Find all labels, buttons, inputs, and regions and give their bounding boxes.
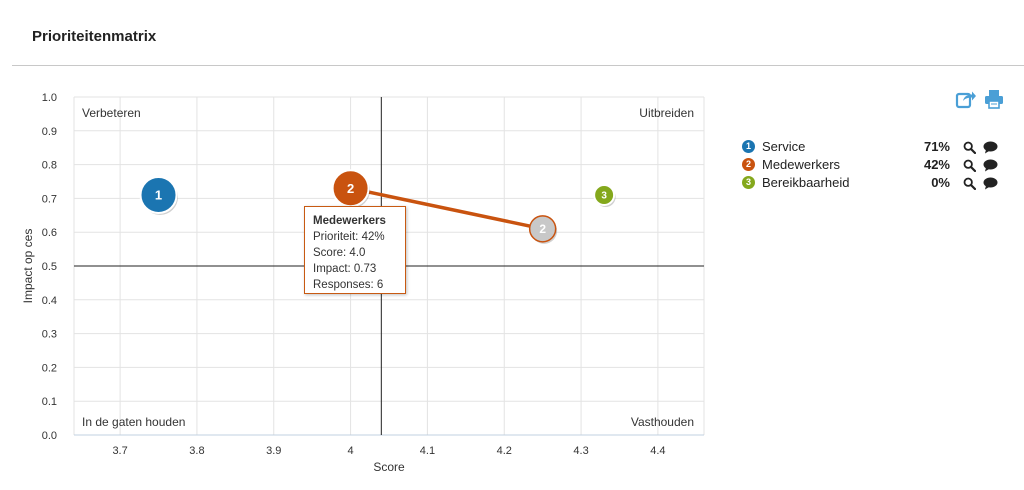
legend-marker: 3 — [742, 176, 755, 189]
point-tooltip: Medewerkers Prioriteit: 42% Score: 4.0 I… — [304, 206, 406, 294]
y-tick-label: 0.9 — [42, 126, 57, 138]
comment-icon[interactable] — [983, 177, 998, 190]
legend-item-medewerkers[interactable]: 2 Medewerkers 42% — [742, 156, 1004, 174]
y-tick-label: 0.1 — [42, 396, 57, 408]
search-icon[interactable] — [963, 159, 977, 173]
data-point-4 — [528, 215, 557, 243]
print-icon[interactable] — [983, 88, 1005, 110]
y-tick-label: 0.2 — [42, 362, 57, 374]
data-point-3 — [593, 184, 616, 207]
share-icon[interactable] — [955, 88, 977, 110]
x-tick-label: 3.8 — [189, 445, 204, 457]
legend-label: Service — [762, 139, 806, 154]
chart-toolbar — [955, 88, 1007, 110]
tooltip-title: Medewerkers — [313, 215, 386, 227]
legend-item-bereikbaarheid[interactable]: 3 Bereikbaarheid 0% — [742, 174, 1004, 192]
page-title: Prioriteitenmatrix — [32, 28, 157, 45]
tooltip-priority: Prioriteit: 42% — [313, 231, 385, 243]
legend-item-service[interactable]: 1 Service 71% — [742, 138, 1004, 156]
x-axis-title: Score — [373, 460, 405, 474]
x-tick-label: 4 — [348, 445, 354, 457]
comment-icon[interactable] — [983, 141, 998, 154]
legend-label: Medewerkers — [762, 157, 841, 172]
legend-percent: 42% — [923, 157, 950, 172]
x-tick-label: 3.7 — [112, 445, 127, 457]
data-point-label: 2 — [539, 222, 546, 236]
x-tick-label: 4.3 — [573, 445, 588, 457]
quadrant-label-bottom-right: Vasthouden — [631, 415, 694, 429]
data-point-label: 3 — [601, 191, 607, 202]
legend-marker: 2 — [742, 158, 755, 171]
x-tick-label: 4.1 — [420, 445, 435, 457]
search-icon[interactable] — [963, 141, 977, 155]
y-tick-label: 0.8 — [42, 160, 57, 172]
legend-percent: 71% — [923, 139, 950, 154]
tooltip-score: Score: 4.0 — [313, 247, 366, 259]
y-tick-label: 0.7 — [42, 193, 57, 205]
x-tick-label: 4.2 — [497, 445, 512, 457]
x-tick-label: 4.4 — [650, 445, 665, 457]
chart-legend: 1 Service 71% 2 Medewerkers 42% 3 Bereik… — [742, 138, 1004, 192]
tooltip-responses: Responses: 6 — [313, 279, 384, 291]
quadrant-label-bottom-left: In de gaten houden — [82, 415, 185, 429]
comment-icon[interactable] — [983, 159, 998, 172]
quadrant-label-top-right: Uitbreiden — [639, 106, 694, 120]
header-divider — [12, 65, 1024, 66]
y-tick-label: 1.0 — [42, 92, 57, 104]
quadrant-label-top-left: Verbeteren — [82, 106, 141, 120]
trend-connector-line — [348, 186, 545, 231]
data-point-label: 1 — [155, 188, 162, 203]
y-tick-label: 0.5 — [42, 261, 57, 273]
y-axis-title: Impact op ces — [21, 229, 35, 304]
y-tick-label: 0.6 — [42, 227, 57, 239]
y-tick-label: 0.0 — [42, 430, 57, 442]
data-point-1 — [139, 176, 178, 215]
data-point-label: 2 — [347, 181, 354, 196]
legend-percent: 0% — [931, 175, 950, 190]
x-tick-label: 3.9 — [266, 445, 281, 457]
legend-marker: 1 — [742, 140, 755, 153]
search-icon[interactable] — [963, 177, 977, 191]
y-tick-label: 0.4 — [42, 295, 57, 307]
y-tick-label: 0.3 — [42, 329, 57, 341]
legend-label: Bereikbaarheid — [762, 175, 850, 190]
tooltip-impact: Impact: 0.73 — [313, 263, 377, 275]
